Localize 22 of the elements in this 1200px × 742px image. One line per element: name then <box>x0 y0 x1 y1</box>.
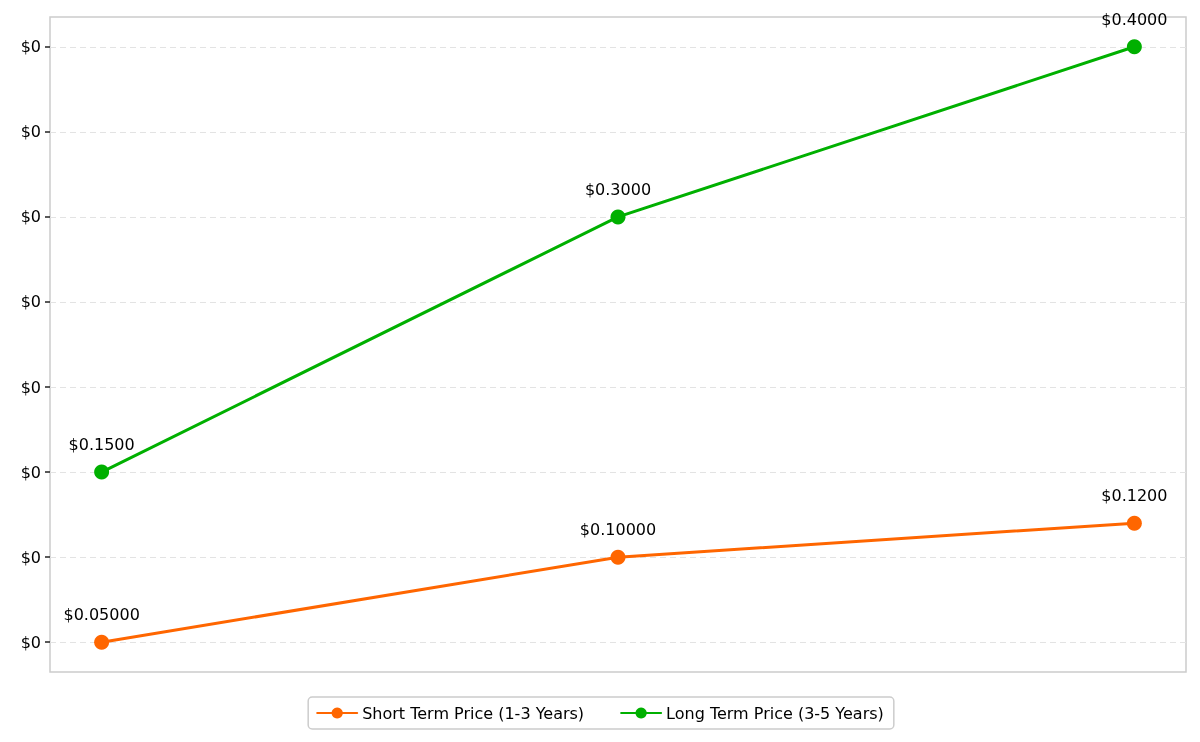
point <box>610 209 626 225</box>
y-tick-label: $0 <box>20 292 41 312</box>
y-tick-label: $0 <box>20 122 41 142</box>
data-label: $0.1200 <box>1101 486 1168 506</box>
y-tick-label: $0 <box>20 37 41 57</box>
point <box>1126 39 1142 55</box>
y-tick-label: $0 <box>20 632 41 652</box>
data-label: $0.1500 <box>68 435 135 455</box>
point <box>610 549 626 565</box>
data-label: $0.4000 <box>1101 9 1168 29</box>
data-label: $0.10000 <box>579 520 657 540</box>
y-tick-label: $0 <box>20 462 41 482</box>
y-tick-label: $0 <box>20 377 41 397</box>
point <box>94 464 110 480</box>
y-tick-label: $0 <box>20 547 41 567</box>
data-label: $0.3000 <box>584 179 652 199</box>
point <box>1126 515 1142 531</box>
legend-label: Short Term Price (1-3 Years) <box>362 703 585 723</box>
data-label: $0.05000 <box>63 605 140 625</box>
point <box>94 634 110 650</box>
y-tick-label: $0 <box>20 207 41 227</box>
legend-label: Long Term Price (3-5 Years) <box>666 703 884 723</box>
